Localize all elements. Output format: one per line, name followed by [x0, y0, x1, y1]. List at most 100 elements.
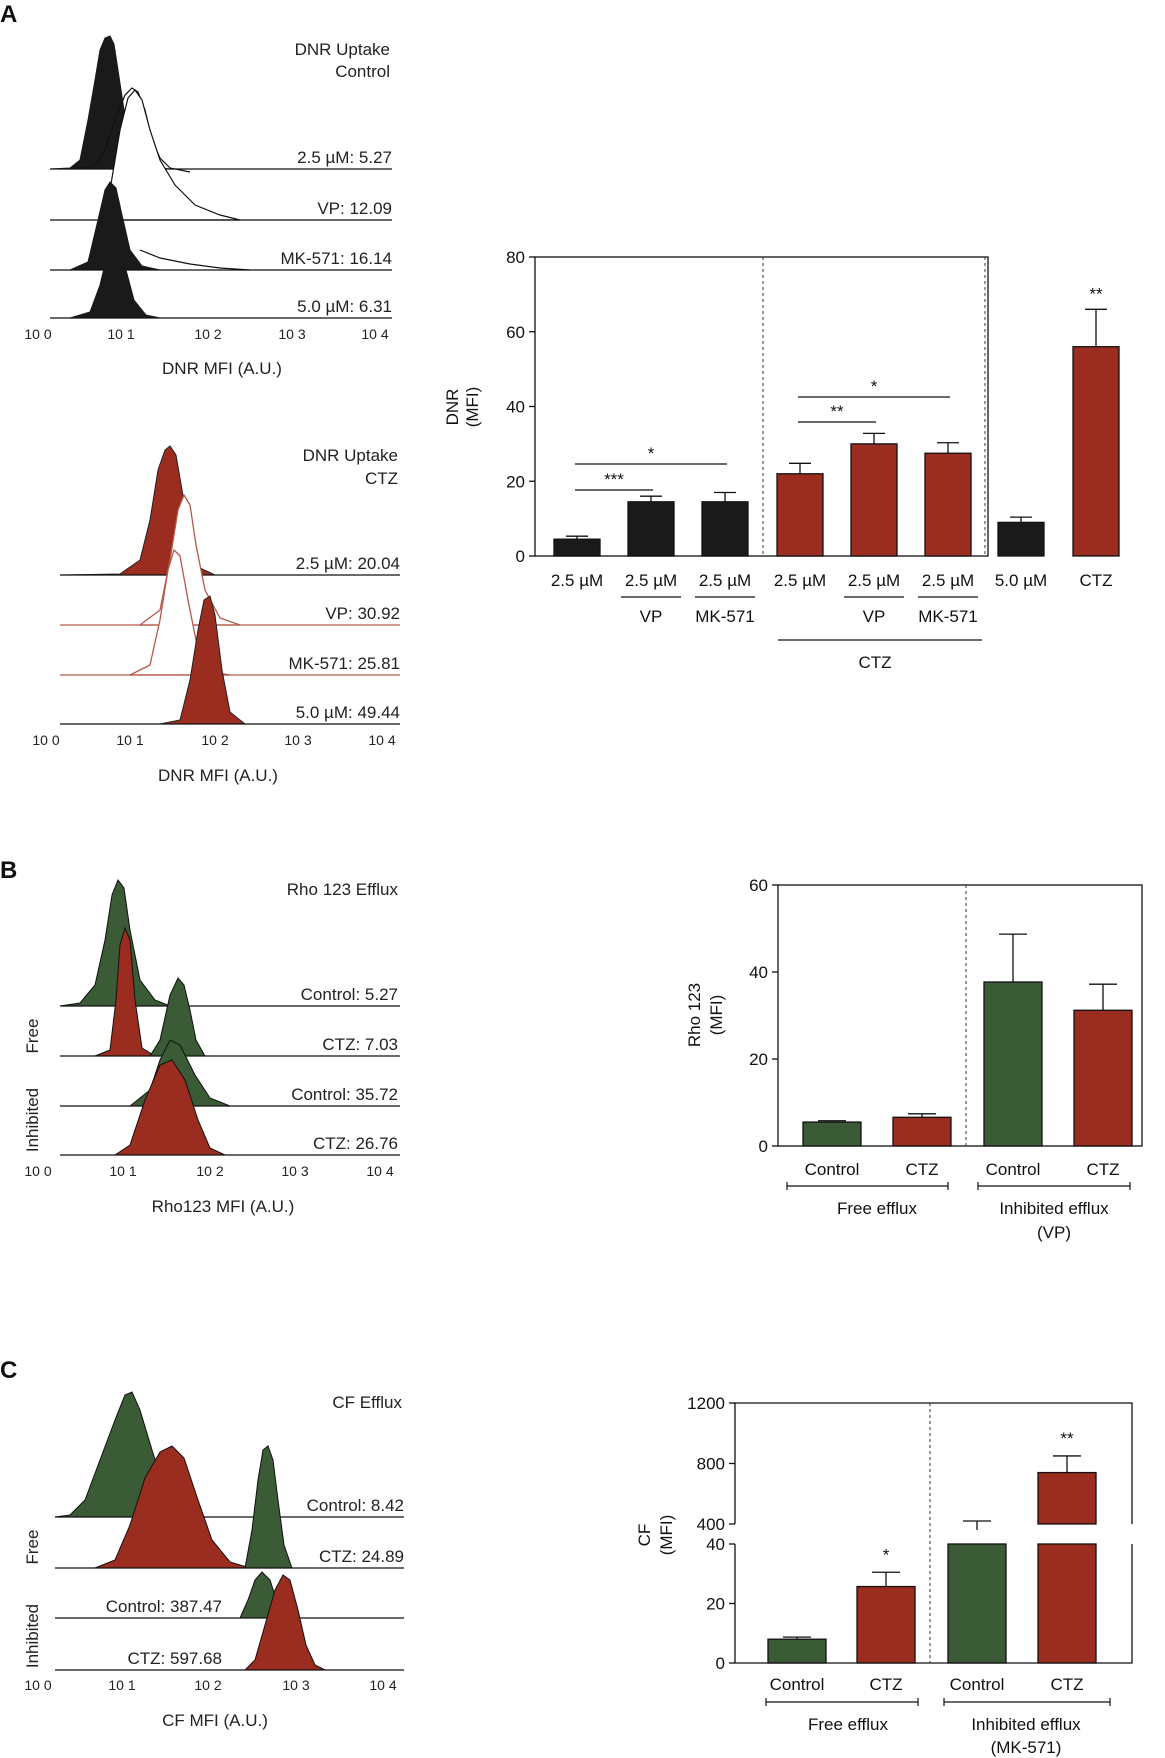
hist-title: CF Efflux [332, 1393, 402, 1412]
side-label-inhibited: Inhibited [23, 1088, 42, 1152]
x-tick-label: 2.5 µM [848, 571, 900, 590]
significance-marker: * [883, 1545, 890, 1564]
y-tick-label: 40 [706, 1535, 725, 1554]
x-tick-label: CTZ [905, 1160, 938, 1179]
y-axis-label-unit: (MFI) [463, 387, 482, 428]
y-axis-label: DNR [443, 389, 462, 426]
x-sublabel: VP [863, 607, 886, 626]
hist-row-label: MK-571: 16.14 [280, 249, 392, 268]
x-tick: 10 1 [116, 732, 143, 748]
y-tick-label: 80 [506, 248, 525, 267]
x-tick: 10 0 [32, 732, 59, 748]
x-axis-label: DNR MFI (A.U.) [158, 766, 278, 785]
hist-row-label: 2.5 µM: 20.04 [296, 554, 400, 573]
x-sublabel: VP [640, 607, 663, 626]
x-tick: 10 2 [196, 1163, 223, 1179]
bar [856, 1585, 916, 1664]
bar [553, 538, 601, 557]
hist-title-line1: DNR Uptake [295, 40, 390, 59]
bar [850, 443, 898, 557]
hist-trace-5um [159, 595, 247, 725]
hist-title-line2: Control [335, 62, 390, 81]
y-tick-label: 0 [759, 1137, 768, 1156]
hist-trace-inh-ctz [113, 1059, 226, 1156]
bar [997, 521, 1045, 557]
group-label: (MK-571) [991, 1738, 1062, 1757]
x-tick: 10 4 [368, 732, 395, 748]
x-tick-label: 2.5 µM [625, 571, 677, 590]
group-label: Free efflux [837, 1199, 918, 1218]
y-tick-label: 20 [506, 472, 525, 491]
x-tick: 10 1 [109, 1163, 136, 1179]
y-tick-label: 60 [506, 323, 525, 342]
hist-row-label: CTZ: 7.03 [322, 1035, 398, 1054]
x-tick: 10 0 [24, 326, 51, 342]
bar [924, 452, 972, 557]
plot-frame [534, 256, 989, 557]
hist-trace-mk571 [69, 181, 161, 271]
hist-trace-free-control [59, 878, 171, 1007]
x-tick-label: 2.5 µM [774, 571, 826, 590]
x-tick: 10 4 [366, 1163, 393, 1179]
y-tick-label: 800 [697, 1455, 725, 1474]
x-tick: 10 3 [282, 1677, 309, 1693]
y-axis-label-unit: (MFI) [657, 1515, 676, 1556]
significance-marker: ** [1089, 284, 1103, 303]
x-sublabel: MK-571 [695, 607, 755, 626]
hist-row-label: VP: 30.92 [325, 604, 400, 623]
bar-lower-part [1037, 1543, 1097, 1664]
x-tick: 10 1 [107, 326, 134, 342]
y-tick-label: 40 [749, 963, 768, 982]
x-tick: 10 1 [108, 1677, 135, 1693]
x-tick-label: Control [805, 1160, 860, 1179]
x-tick: 10 3 [281, 1163, 308, 1179]
x-axis-label: CF MFI (A.U.) [162, 1711, 268, 1730]
bar [627, 501, 675, 557]
bar [701, 501, 749, 557]
significance-marker: *** [604, 470, 624, 489]
y-tick-label: 0 [516, 547, 525, 566]
bar [1037, 1471, 1097, 1525]
y-tick-label: 20 [749, 1050, 768, 1069]
bar [1073, 1009, 1133, 1147]
significance-marker: * [648, 444, 655, 463]
x-tick: 10 3 [284, 732, 311, 748]
hist-row-label: Control: 8.42 [307, 1496, 404, 1515]
x-tick-label: CTZ [1086, 1160, 1119, 1179]
x-tick: 10 2 [194, 326, 221, 342]
bar [802, 1121, 862, 1147]
side-label-free: Free [23, 1530, 42, 1565]
hist-row-label: CTZ: 597.68 [128, 1649, 223, 1668]
x-tick: 10 2 [194, 1677, 221, 1693]
y-axis-label: CF [635, 1524, 654, 1547]
x-tick-label: 2.5 µM [551, 571, 603, 590]
group-label: Free efflux [808, 1715, 889, 1734]
group-label: Inhibited efflux [999, 1199, 1109, 1218]
x-axis-label: Rho123 MFI (A.U.) [152, 1197, 295, 1216]
hist-row-label: MK-571: 25.81 [288, 654, 400, 673]
x-tick: 10 0 [24, 1677, 51, 1693]
bar [1072, 346, 1120, 557]
hist-row-label: Control: 387.47 [106, 1597, 222, 1616]
bar-chart-dnr: 0 20 40 60 80 DNR (MFI) 2.5 µM 2.5 µM VP 2.5 µM MK-… [443, 248, 1120, 672]
histogram-dnr-control: DNR Uptake Control 2.5 µM: 5.27 VP: 12.0… [24, 35, 392, 378]
hist-trace-5um [69, 234, 161, 319]
bar-lower-part [947, 1543, 1007, 1664]
bar-chart-rho123: 0 20 40 60 Rho 123 (MFI) Control CTZ Control CTZ F… [685, 876, 1143, 1242]
y-tick-label: 20 [706, 1595, 725, 1614]
x-tick: 10 4 [361, 326, 388, 342]
bar [767, 1638, 827, 1664]
y-axis-label-unit: (MFI) [707, 995, 726, 1036]
bar [983, 981, 1043, 1147]
group-label: Inhibited efflux [971, 1715, 1081, 1734]
side-label-free: Free [23, 1019, 42, 1054]
x-tick-label: 2.5 µM [922, 571, 974, 590]
x-tick-label: Control [986, 1160, 1041, 1179]
hist-row-label: 5.0 µM: 49.44 [296, 703, 400, 722]
significance-marker: * [871, 377, 878, 396]
significance-marker: ** [830, 402, 844, 421]
y-tick-label: 400 [697, 1515, 725, 1534]
x-tick-label: 5.0 µM [995, 571, 1047, 590]
group-label: CTZ [858, 653, 891, 672]
